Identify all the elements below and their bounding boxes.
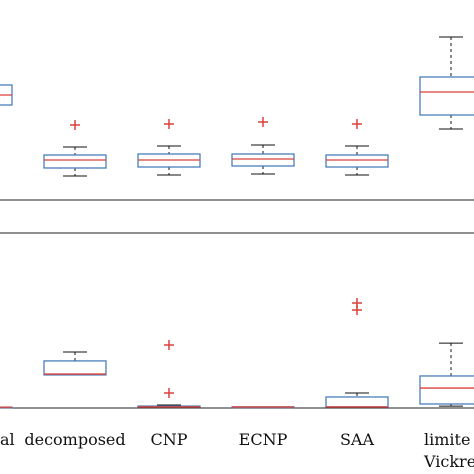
- x-tick-label: CNP: [150, 430, 187, 449]
- box: [43, 154, 107, 169]
- box: [419, 375, 474, 405]
- x-tick-label: decomposed: [24, 430, 125, 449]
- box: [231, 153, 295, 167]
- bottom-panel-frame: [0, 232, 474, 409]
- x-tick-label-line: ECNP: [239, 430, 288, 449]
- box: [325, 154, 389, 168]
- top-panel-frame: [0, 199, 474, 201]
- outlier: [164, 340, 174, 350]
- box: [325, 396, 389, 408]
- x-tick-label-line: SAA: [340, 430, 375, 449]
- x-tick-label-line: Vickre: [423, 452, 474, 471]
- x-tick-label: ECNP: [239, 430, 288, 449]
- box: [43, 360, 107, 376]
- x-tick-label-line: decomposed: [24, 430, 125, 449]
- outlier: [352, 305, 362, 315]
- x-tick-label: limite Vickre: [423, 430, 474, 471]
- box: [419, 76, 474, 116]
- x-tick-label-line: limite: [424, 430, 470, 449]
- outlier: [164, 387, 174, 398]
- x-tick-label: SAA: [340, 430, 375, 449]
- outlier: [70, 120, 80, 130]
- outlier: [352, 119, 362, 129]
- x-tick-label-line: CNP: [150, 430, 187, 449]
- x-tick-label-line: al: [0, 430, 15, 449]
- x-tick-label: al: [0, 430, 15, 449]
- outlier: [258, 117, 268, 127]
- outlier: [164, 119, 174, 129]
